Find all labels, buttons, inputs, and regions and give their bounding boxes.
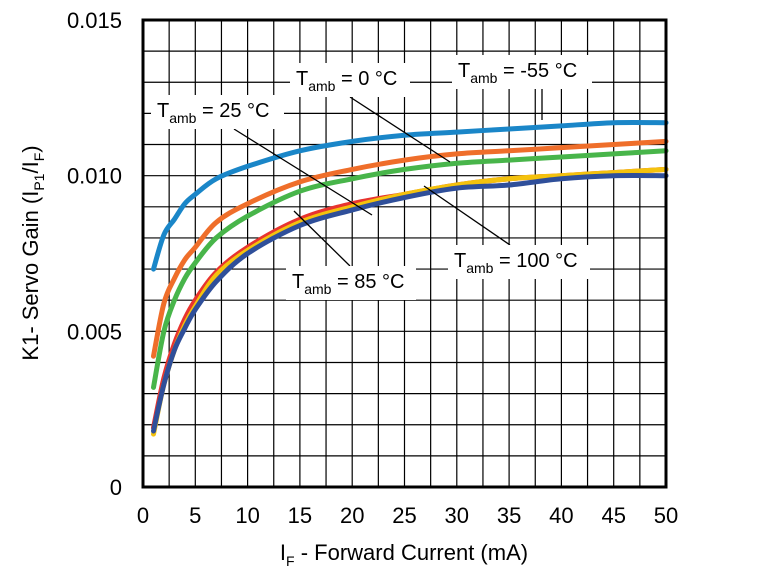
series-line-4 (151, 166, 669, 437)
x-tick-label: 10 (235, 503, 259, 528)
x-tick-label: 30 (445, 503, 469, 528)
series-labels: Tamb = -55 °C Tamb = 0 °C Tamb = 25 °C Tamb… (151, 55, 592, 300)
label-box-p0 (290, 63, 410, 97)
label-box-p100 (448, 245, 590, 279)
x-tick-label: 40 (549, 503, 573, 528)
leader-line-p100 (423, 185, 511, 246)
leader-lines (233, 86, 543, 267)
leader-line-p0 (349, 96, 451, 163)
x-tick-label: 25 (392, 503, 416, 528)
y-tick-label: 0.010 (67, 164, 122, 189)
label-box-p25 (151, 95, 284, 129)
series-label-p100: Tamb = 100 °C (454, 250, 578, 276)
series-label-p85: Tamb = 85 °C (292, 271, 405, 297)
y-tick-label: 0 (110, 475, 122, 500)
label-box-m55 (452, 55, 592, 89)
x-axis-title: IF - Forward Current (mA) (280, 540, 528, 569)
series-line-0 (151, 119, 669, 272)
plot-frame (141, 18, 668, 489)
y-tick-label: 0.015 (67, 8, 122, 33)
y-tick-label: 0.005 (67, 319, 122, 344)
series-label-p25: Tamb = 25 °C (157, 100, 270, 126)
label-box-p85 (286, 266, 416, 300)
x-tick-label: 50 (654, 503, 678, 528)
series-line-5 (151, 172, 669, 434)
series-line-2 (151, 148, 669, 390)
x-tick-label: 20 (340, 503, 364, 528)
x-tick-label: 15 (288, 503, 312, 528)
x-tick-label: 0 (137, 503, 149, 528)
series-label-p0: Tamb = 0 °C (296, 68, 397, 94)
x-tick-label: 5 (189, 503, 201, 528)
y-axis-title: K1- Servo Gain (IP1/IF) (18, 145, 47, 360)
x-tick-label: 45 (601, 503, 625, 528)
series-layer (151, 119, 669, 437)
series-label-m55: Tamb = -55 °C (458, 60, 577, 86)
leader-line-p25 (233, 128, 373, 216)
leader-line-p85 (293, 210, 351, 267)
series-line-1 (151, 138, 669, 359)
x-tick-label: 35 (497, 503, 521, 528)
tick-labels: 0 5 10 15 20 25 30 35 40 45 50 0 0.005 0.010 0.015 (67, 8, 678, 528)
